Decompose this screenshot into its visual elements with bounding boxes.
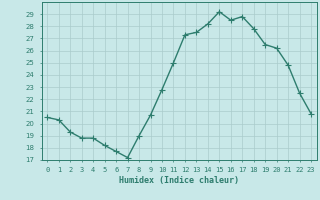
X-axis label: Humidex (Indice chaleur): Humidex (Indice chaleur) bbox=[119, 176, 239, 185]
